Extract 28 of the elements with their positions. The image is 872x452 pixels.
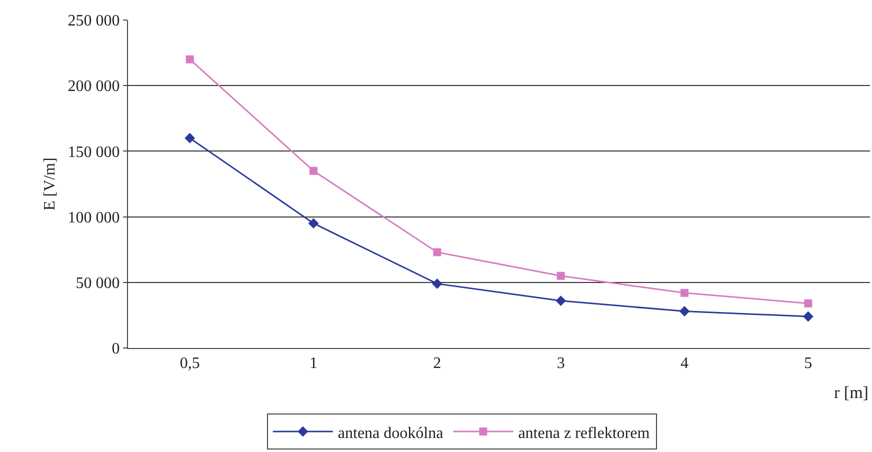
x-tick-label: 3 [556, 355, 565, 372]
point [432, 278, 442, 289]
y-tick-label: 50 000 [76, 275, 120, 292]
point [184, 132, 196, 144]
y-tick-label: 0 [112, 340, 120, 358]
legend-label: antena dookólna [338, 424, 444, 442]
x-tick-label: 4 [680, 355, 688, 372]
x-tick-label: 1 [310, 355, 318, 372]
point [556, 272, 565, 280]
point [308, 218, 319, 229]
x-tick-label: 2 [433, 355, 442, 372]
x-tick-label: 5 [804, 355, 812, 372]
point [310, 166, 318, 175]
point [679, 306, 690, 316]
point [680, 288, 688, 297]
y-tick-label: 250 000 [68, 12, 120, 30]
point [433, 248, 442, 256]
point [804, 299, 812, 308]
x-axis-title: r [m] [834, 383, 868, 402]
point [186, 55, 194, 64]
y-tick-label: 100 000 [68, 209, 120, 226]
y-tick-label: 150 000 [68, 144, 120, 161]
y-axis-title: E [V/m] [42, 158, 59, 210]
legend-label: antena z reflektorem [518, 424, 650, 442]
point [556, 296, 566, 306]
point [802, 311, 814, 322]
x-tick-label: 0,5 [180, 355, 200, 372]
y-tick-label: 200 000 [68, 78, 120, 96]
